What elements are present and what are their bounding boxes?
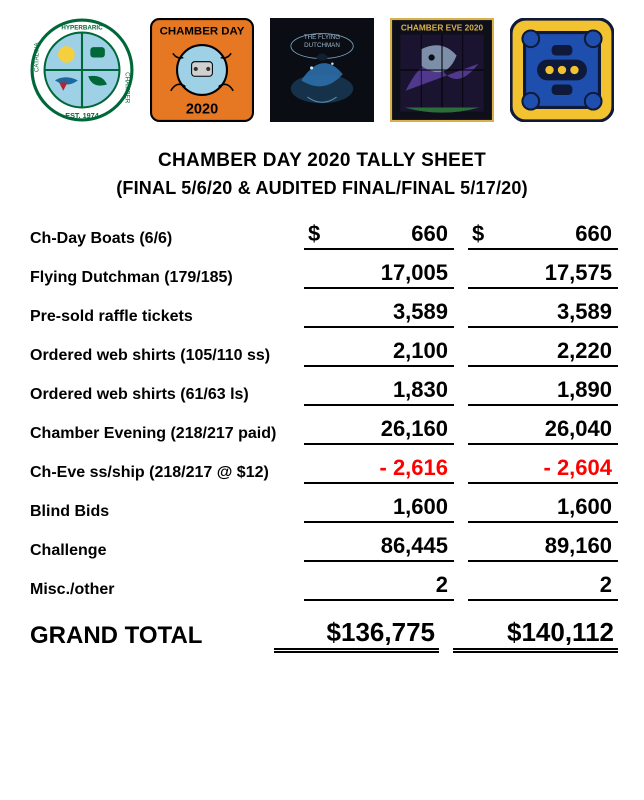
table-row: Misc./other 2 2 [30,572,614,601]
amount-value: 3,589 [557,299,612,325]
amount-value: 1,830 [393,377,448,403]
flying-dutchman-logo: THE FLYING DUTCHMAN [270,18,374,122]
svg-text:THE FLYING: THE FLYING [304,34,340,41]
grand-total-label: GRAND TOTAL [30,622,260,650]
tally-sheet: Ch-Day Boats (6/6)$660$660Flying Dutchma… [30,221,614,601]
row-label: Ch-Eve ss/ship (218/217 @ $12) [30,464,290,484]
amount-value: 3,589 [393,299,448,325]
amount-col1: 1,600 [304,494,454,523]
amount-col2: 26,040 [468,416,618,445]
row-label: Ordered web shirts (105/110 ss) [30,347,290,367]
amount-value: 86,445 [381,533,448,559]
amount-value: 17,575 [545,260,612,286]
title-block: CHAMBER DAY 2020 TALLY SHEET (FINAL 5/6/… [30,150,614,199]
table-row: Ordered web shirts (61/63 ls) 1,830 1,890 [30,377,614,406]
svg-text:CHAMBER: CHAMBER [124,72,131,104]
svg-text:DUTCHMAN: DUTCHMAN [304,42,340,49]
amount-col2: 1,600 [468,494,618,523]
amount-value: 1,600 [393,494,448,520]
amount-col1: 26,160 [304,416,454,445]
row-label: Blind Bids [30,503,290,523]
amount-col2: - 2,604 [468,455,618,484]
table-row: Chamber Evening (218/217 paid) 26,160 26,0… [30,416,614,445]
amount-value: 17,005 [381,260,448,286]
row-label: Chamber Evening (218/217 paid) [30,425,290,445]
table-row: Flying Dutchman (179/185) 17,005 17,575 [30,260,614,289]
chamber-eve-2020-logo: CHAMBER EVE 2020 [390,18,494,122]
amount-col1: 2,100 [304,338,454,367]
svg-text:CHAMBER DAY: CHAMBER DAY [160,26,245,38]
table-row: Challenge 86,445 89,160 [30,533,614,562]
row-label: Ch-Day Boats (6/6) [30,230,290,250]
amount-value: - 2,604 [544,455,613,481]
row-label: Challenge [30,542,290,562]
amount-value: 26,040 [545,416,612,442]
amount-col2: 2,220 [468,338,618,367]
amount-col2: 3,589 [468,299,618,328]
grand-total-row: GRAND TOTAL $136,775 $140,112 [30,617,614,650]
svg-text:EST. 1974: EST. 1974 [65,111,99,120]
dollar-sign: $ [472,221,484,247]
table-row: Pre-sold raffle tickets 3,589 3,589 [30,299,614,328]
grand-total-col1: $136,775 [274,617,439,650]
amount-value: 1,890 [557,377,612,403]
amount-value: 89,160 [545,533,612,559]
page-subtitle: (FINAL 5/6/20 & AUDITED FINAL/FINAL 5/17… [30,178,614,199]
logo-row: HYPERBARIC EST. 1974 CATALINA CHAMBER CH… [30,18,614,122]
amount-value: 1,600 [557,494,612,520]
row-label: Ordered web shirts (61/63 ls) [30,386,290,406]
amount-value: 660 [575,221,612,247]
table-row: Blind Bids 1,600 1,600 [30,494,614,523]
table-row: Ch-Eve ss/ship (218/217 @ $12) - 2,616 - 2… [30,455,614,484]
amount-col1: $660 [304,221,454,250]
row-label: Flying Dutchman (179/185) [30,269,290,289]
amount-col2: 2 [468,572,618,601]
amount-col1: 1,830 [304,377,454,406]
amount-value: 2 [436,572,448,598]
chamber-day-2020-logo: CHAMBER DAY 2020 [150,18,254,122]
amount-col1: - 2,616 [304,455,454,484]
page-title: CHAMBER DAY 2020 TALLY SHEET [30,150,614,172]
svg-text:2020: 2020 [186,102,218,118]
grand-total-col2: $140,112 [453,617,618,650]
row-label: Pre-sold raffle tickets [30,308,290,328]
amount-col1: 3,589 [304,299,454,328]
amount-col2: 1,890 [468,377,618,406]
amount-col2: 17,575 [468,260,618,289]
amount-value: 2,220 [557,338,612,364]
amount-value: 660 [411,221,448,247]
amount-col1: 2 [304,572,454,601]
amount-value: 2,100 [393,338,448,364]
amount-value: - 2,616 [380,455,449,481]
table-row: Ordered web shirts (105/110 ss) 2,100 2,22… [30,338,614,367]
amount-value: 26,160 [381,416,448,442]
amount-value: 2 [600,572,612,598]
amount-col1: 86,445 [304,533,454,562]
amount-col2: $660 [468,221,618,250]
svg-text:HYPERBARIC: HYPERBARIC [61,24,103,31]
svg-text:CHAMBER EVE 2020: CHAMBER EVE 2020 [401,22,484,32]
amount-col2: 89,160 [468,533,618,562]
table-row: Ch-Day Boats (6/6)$660$660 [30,221,614,250]
dollar-sign: $ [308,221,320,247]
row-label: Misc./other [30,581,290,601]
amount-col1: 17,005 [304,260,454,289]
tile-logo [510,18,614,122]
catalina-hyperbaric-chamber-logo: HYPERBARIC EST. 1974 CATALINA CHAMBER [30,18,134,122]
svg-text:CATALINA: CATALINA [33,42,40,72]
